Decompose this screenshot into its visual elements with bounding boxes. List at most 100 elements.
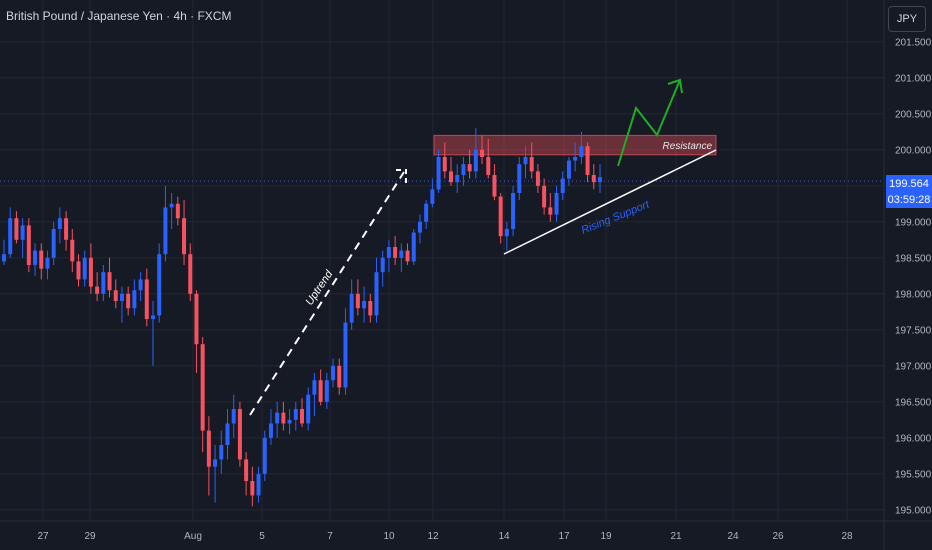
candle-down [126, 286, 131, 316]
candle-body [256, 473, 261, 496]
candle-body [535, 171, 540, 186]
candle-down [337, 358, 342, 395]
candle-down [281, 401, 286, 431]
candle-body [57, 218, 62, 229]
candle-body [355, 293, 360, 309]
candle-up [287, 409, 292, 435]
uptrend-arrow-line[interactable] [249, 171, 405, 416]
candle-body [138, 279, 143, 291]
time-axis[interactable]: 27 29 Aug 5 7 10 12 14 17 19 21 24 26 28 [0, 520, 932, 542]
candle-body [318, 380, 323, 402]
currency-button[interactable]: JPY [888, 6, 926, 32]
symbol-title: British Pound / Japanese Yen · 4h · FXCM [6, 9, 232, 23]
candle-body [200, 344, 205, 431]
candle-body [163, 207, 168, 255]
candle-down [113, 279, 118, 309]
candle-down [535, 164, 540, 193]
price-tick-label: 196.000 [895, 433, 932, 444]
candle-down [144, 268, 149, 327]
candle-up [20, 218, 25, 258]
time-tick-label: 26 [772, 531, 784, 542]
candle-body [517, 164, 522, 193]
candle-body [417, 221, 422, 233]
candle-up [386, 239, 391, 273]
candle-down [486, 138, 491, 179]
candle-down [548, 192, 553, 222]
candle-body [157, 254, 162, 316]
candle-body [275, 412, 280, 424]
price-axis[interactable]: 201.500201.000200.500200.000199.500199.0… [883, 0, 932, 550]
candle-up [101, 265, 106, 302]
candle-down [88, 243, 93, 294]
grid [0, 0, 884, 521]
time-tick-label: 24 [727, 531, 739, 542]
candle-up [275, 401, 280, 438]
candle-body [14, 218, 19, 240]
candle-body [268, 423, 273, 438]
candle-body [281, 412, 286, 424]
candle-up [2, 239, 6, 265]
candle-up [151, 301, 155, 366]
price-tick-label: 201.500 [895, 37, 932, 48]
candle-down [449, 156, 453, 186]
candle-up [579, 131, 584, 165]
candle-body [182, 218, 187, 255]
drawings[interactable]: Uptrend Rising Support [249, 78, 717, 416]
rising-support-line[interactable] [503, 149, 717, 255]
candle-body [324, 380, 329, 402]
candle-body [449, 171, 453, 183]
candle-up [504, 221, 509, 251]
time-tick-label: 12 [427, 531, 439, 542]
price-tick-label: 200.000 [895, 145, 932, 156]
candle-down [188, 243, 193, 302]
candle-up [374, 257, 379, 323]
price-tick-label: 195.000 [895, 505, 932, 516]
candle-up [566, 156, 571, 186]
candle-up [523, 146, 528, 179]
candle-up [119, 286, 124, 323]
time-tick-label: 10 [383, 531, 395, 542]
candle-body [250, 481, 255, 496]
candle-body [393, 246, 398, 258]
candle-body [399, 250, 404, 258]
candle-body [213, 459, 218, 467]
projection-arrow-head [667, 78, 683, 94]
time-tick-label: Aug [184, 531, 202, 542]
candle-body [374, 272, 379, 316]
candle-body [585, 146, 590, 175]
candle-down [39, 243, 44, 280]
price-tick-label: 198.000 [895, 289, 932, 300]
candle-body [113, 290, 118, 302]
candle-body [504, 228, 509, 237]
candle-body [194, 293, 199, 345]
candle-body [169, 203, 174, 208]
rising-support-label: Rising Support [580, 198, 652, 237]
candle-body [467, 164, 472, 172]
candle-body [64, 218, 69, 240]
candle-up [430, 178, 435, 208]
candle-body [287, 419, 292, 424]
candle-body [473, 149, 478, 172]
candle-body [405, 250, 410, 262]
price-tick-label: 195.500 [895, 469, 932, 480]
candle-body [262, 437, 267, 474]
candle-down [76, 254, 81, 287]
candle-down [250, 466, 255, 507]
price-tick-label: 196.500 [895, 397, 932, 408]
candle-down [492, 164, 497, 201]
candle-body [436, 156, 441, 190]
candle-body [386, 246, 391, 258]
candle-down [405, 243, 410, 265]
candle-body [126, 293, 131, 309]
candle-down [107, 257, 112, 298]
time-tick-label: 7 [327, 531, 333, 542]
candle-up [436, 149, 441, 193]
candle-body [231, 409, 236, 424]
candle-body [8, 218, 13, 255]
candle-down [300, 398, 304, 428]
projection-arrow-line[interactable] [617, 79, 681, 167]
candle-body [175, 203, 180, 219]
candle-body [20, 225, 25, 240]
